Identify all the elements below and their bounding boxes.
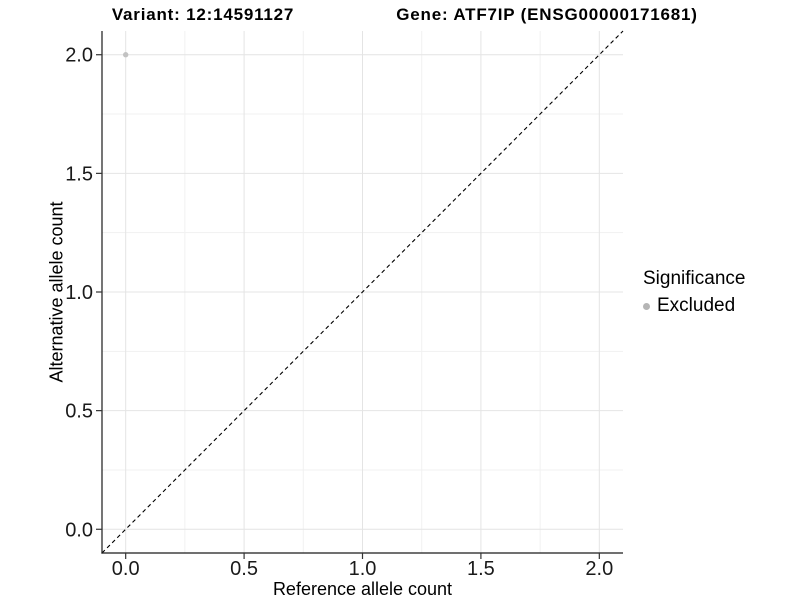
legend-title: Significance bbox=[643, 268, 746, 289]
x-tick-label: 1.0 bbox=[349, 558, 377, 580]
legend-point-icon bbox=[643, 302, 650, 310]
y-tick-label: 1.0 bbox=[65, 282, 93, 304]
x-tick-label: 1.5 bbox=[467, 558, 495, 580]
x-tick-label: 0.5 bbox=[230, 558, 258, 580]
gene-title: Gene: ATF7IP (ENSG00000171681) bbox=[396, 5, 698, 24]
y-tick-label: 1.5 bbox=[65, 163, 93, 185]
legend-item-label: Excluded bbox=[657, 295, 736, 316]
legend: Significance Excluded bbox=[640, 268, 745, 317]
y-tick-label: 2.0 bbox=[65, 45, 93, 67]
legend-item-excluded: Excluded bbox=[640, 295, 745, 317]
x-tick-label: 2.0 bbox=[585, 558, 613, 580]
y-tick-label: 0.5 bbox=[65, 401, 93, 423]
data-point-excluded bbox=[122, 52, 129, 58]
identity-line bbox=[101, 30, 624, 554]
x-tick-label: 0.0 bbox=[112, 558, 140, 580]
y-tick-label: 0.0 bbox=[65, 519, 93, 541]
x-axis-title: Reference allele count bbox=[272, 579, 453, 599]
variant-title: Variant: 12:14591127 bbox=[111, 5, 295, 24]
y-axis-title: Alternative allele count bbox=[46, 201, 67, 383]
